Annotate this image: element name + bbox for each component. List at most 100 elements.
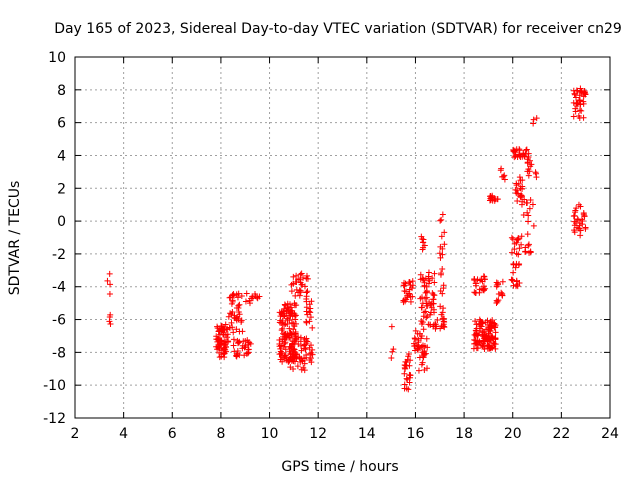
data-point xyxy=(573,94,580,101)
data-point xyxy=(439,309,446,316)
data-point xyxy=(253,294,260,301)
data-point xyxy=(439,245,446,252)
data-point xyxy=(580,211,587,218)
data-point xyxy=(288,357,295,364)
data-point xyxy=(498,289,505,296)
data-point xyxy=(516,147,523,154)
data-point xyxy=(423,335,430,342)
data-point xyxy=(500,173,507,180)
data-point xyxy=(509,277,516,284)
data-point xyxy=(231,348,238,355)
data-point xyxy=(525,241,532,248)
data-point xyxy=(236,301,243,308)
data-point xyxy=(297,289,304,296)
data-point xyxy=(510,269,517,276)
data-point xyxy=(530,116,537,123)
data-point xyxy=(472,289,479,296)
data-point xyxy=(510,282,517,289)
data-point xyxy=(228,319,235,326)
data-point xyxy=(279,338,286,345)
y-tick-label: 0 xyxy=(57,214,66,230)
data-point xyxy=(236,311,243,318)
data-point xyxy=(438,233,445,240)
data-point xyxy=(513,278,520,285)
y-axis-label: SDTVAR / TECUs xyxy=(7,181,23,296)
data-point xyxy=(471,289,478,296)
data-point xyxy=(434,316,441,323)
data-point xyxy=(279,325,286,332)
data-point xyxy=(431,292,438,299)
data-point xyxy=(414,347,421,354)
data-point xyxy=(576,114,583,121)
data-point xyxy=(282,352,289,359)
data-point xyxy=(303,335,310,342)
data-point xyxy=(298,347,305,354)
data-point xyxy=(511,154,518,161)
data-point xyxy=(215,335,222,342)
data-point xyxy=(418,304,425,311)
data-point xyxy=(492,336,499,343)
data-point xyxy=(525,218,532,225)
data-point xyxy=(402,288,409,295)
data-point xyxy=(490,340,497,347)
data-point xyxy=(293,302,300,309)
data-point xyxy=(508,234,515,241)
data-point xyxy=(293,272,300,279)
data-point xyxy=(419,300,426,307)
data-point xyxy=(432,325,439,332)
data-point xyxy=(438,270,445,277)
data-point xyxy=(306,301,313,308)
data-point xyxy=(401,381,408,388)
data-point xyxy=(236,338,243,345)
data-point xyxy=(524,209,531,216)
data-point xyxy=(520,212,527,219)
y-tick-label: -10 xyxy=(43,378,66,394)
data-point xyxy=(570,213,577,220)
data-point xyxy=(292,316,299,323)
data-point xyxy=(533,115,540,122)
data-point xyxy=(487,345,494,352)
y-tick-label: 10 xyxy=(48,50,66,66)
data-point xyxy=(308,359,315,366)
data-point xyxy=(407,282,414,289)
data-point xyxy=(402,280,409,287)
data-point xyxy=(519,185,526,192)
data-point xyxy=(419,359,426,366)
y-tick-label: -8 xyxy=(52,345,66,361)
data-point xyxy=(292,328,299,335)
data-point xyxy=(420,244,427,251)
data-point xyxy=(439,290,446,297)
data-point xyxy=(510,146,517,153)
data-point xyxy=(517,154,524,161)
data-point xyxy=(522,248,529,255)
data-point xyxy=(294,363,301,370)
data-point xyxy=(287,345,294,352)
data-point xyxy=(487,328,494,335)
data-point xyxy=(441,241,448,248)
x-tick-label: 18 xyxy=(455,426,473,442)
data-point xyxy=(290,280,297,287)
data-point xyxy=(233,305,240,312)
data-point xyxy=(576,107,583,114)
data-point xyxy=(524,231,531,238)
data-point xyxy=(425,273,432,280)
x-tick-label: 6 xyxy=(168,426,177,442)
data-point xyxy=(388,323,395,330)
y-tick-label: -4 xyxy=(52,280,66,296)
data-point xyxy=(499,278,506,285)
data-point xyxy=(303,272,310,279)
data-point xyxy=(219,347,226,354)
data-point xyxy=(571,90,578,97)
y-tick-label: 8 xyxy=(57,83,66,99)
data-point xyxy=(518,233,525,240)
data-point xyxy=(480,286,487,293)
data-point xyxy=(291,323,298,330)
x-tick-label: 22 xyxy=(552,426,570,442)
data-point xyxy=(419,275,426,282)
data-point xyxy=(230,329,237,336)
data-point xyxy=(510,261,517,268)
data-point xyxy=(427,301,434,308)
data-point xyxy=(514,187,521,194)
data-point xyxy=(241,344,248,351)
data-point xyxy=(418,335,425,342)
